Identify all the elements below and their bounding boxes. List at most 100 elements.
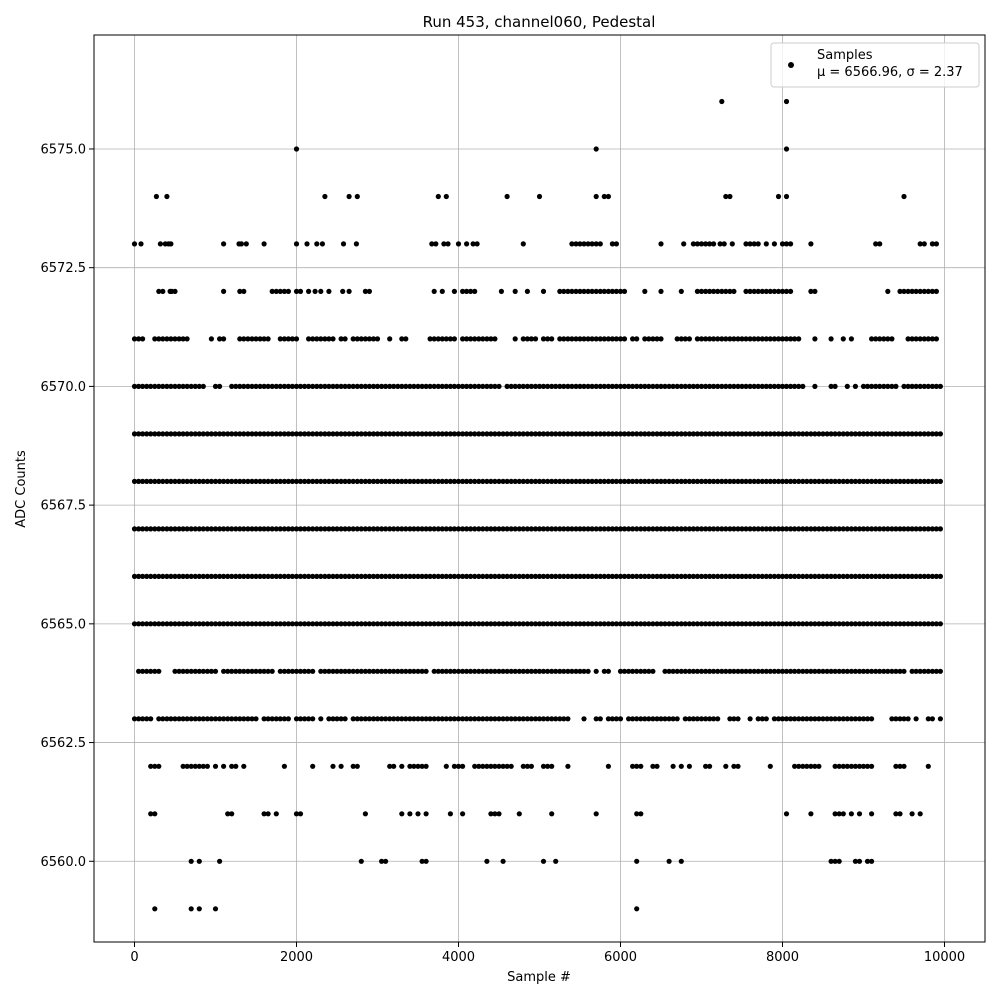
data-point [399, 526, 405, 532]
data-point [731, 431, 737, 437]
data-point [864, 478, 871, 484]
data-point [281, 383, 287, 389]
data-point [488, 526, 494, 532]
data-point [379, 478, 385, 484]
data-point [241, 621, 247, 627]
data-point [828, 668, 834, 674]
data-point [779, 621, 786, 627]
data-point [520, 573, 526, 580]
data-point [131, 336, 138, 342]
data-point [512, 621, 518, 627]
data-point [609, 573, 616, 580]
data-point [285, 336, 291, 342]
data-point [792, 716, 798, 722]
data-point [184, 763, 190, 769]
data-point [763, 526, 769, 532]
data-point [293, 146, 300, 152]
data-point [528, 336, 535, 342]
data-point [366, 526, 372, 532]
data-point [350, 431, 356, 437]
data-point [832, 573, 838, 580]
data-point [557, 431, 563, 437]
data-point [869, 668, 875, 674]
data-point [670, 763, 676, 769]
data-point [654, 336, 660, 342]
data-point [723, 383, 729, 389]
data-point [856, 858, 863, 864]
data-point [775, 526, 782, 532]
data-point [208, 716, 214, 722]
data-point [630, 431, 636, 437]
data-point [881, 668, 887, 674]
data-point [261, 241, 267, 247]
data-point [447, 526, 453, 532]
data-point [856, 716, 863, 722]
data-point [763, 478, 769, 484]
data-point [164, 193, 170, 200]
data-point [767, 383, 773, 389]
data-point [200, 668, 206, 674]
data-point [540, 621, 547, 627]
data-point [869, 858, 875, 864]
data-point [844, 621, 850, 627]
data-point [152, 478, 158, 484]
data-point [755, 431, 761, 437]
data-point [634, 336, 640, 342]
data-point [634, 573, 640, 580]
data-point [427, 336, 433, 342]
data-point [589, 336, 595, 342]
data-point [188, 573, 194, 580]
data-point [836, 811, 842, 817]
data-point [403, 431, 409, 437]
data-point [314, 478, 320, 484]
data-point [245, 336, 251, 342]
data-point [217, 858, 223, 864]
data-point [180, 763, 186, 769]
data-point [318, 383, 324, 389]
data-point [901, 621, 907, 627]
data-point [411, 573, 417, 580]
data-point [885, 336, 891, 342]
data-point [755, 716, 761, 722]
data-point [180, 621, 186, 627]
data-point [297, 573, 304, 580]
data-point [293, 621, 300, 627]
data-point [755, 668, 761, 674]
data-point [654, 763, 660, 769]
data-point [925, 431, 931, 437]
data-point [721, 241, 727, 247]
data-point [577, 431, 583, 437]
data-point [553, 573, 559, 580]
data-point [277, 288, 283, 294]
data-point [743, 526, 749, 532]
data-point [379, 858, 385, 864]
data-point [929, 573, 936, 580]
data-point [565, 716, 571, 722]
data-point [711, 668, 717, 674]
data-point [200, 478, 206, 484]
data-point [711, 241, 717, 247]
data-point [783, 193, 790, 200]
data-point [727, 668, 733, 674]
data-point [864, 621, 871, 627]
data-point [597, 336, 603, 342]
data-point [273, 716, 279, 722]
data-point [617, 431, 624, 437]
data-point [658, 526, 664, 532]
data-point [747, 526, 753, 532]
data-point [779, 573, 786, 580]
data-point [779, 288, 786, 294]
data-point [860, 478, 867, 484]
data-point [383, 858, 389, 864]
data-point [249, 621, 255, 627]
data-point [682, 431, 688, 437]
data-point [836, 858, 842, 864]
data-point [498, 288, 504, 294]
data-point [273, 431, 279, 437]
data-point [638, 431, 644, 437]
data-point [273, 288, 279, 294]
data-point [184, 668, 190, 674]
data-point [573, 241, 579, 247]
data-point [654, 621, 660, 627]
data-point [869, 716, 875, 722]
